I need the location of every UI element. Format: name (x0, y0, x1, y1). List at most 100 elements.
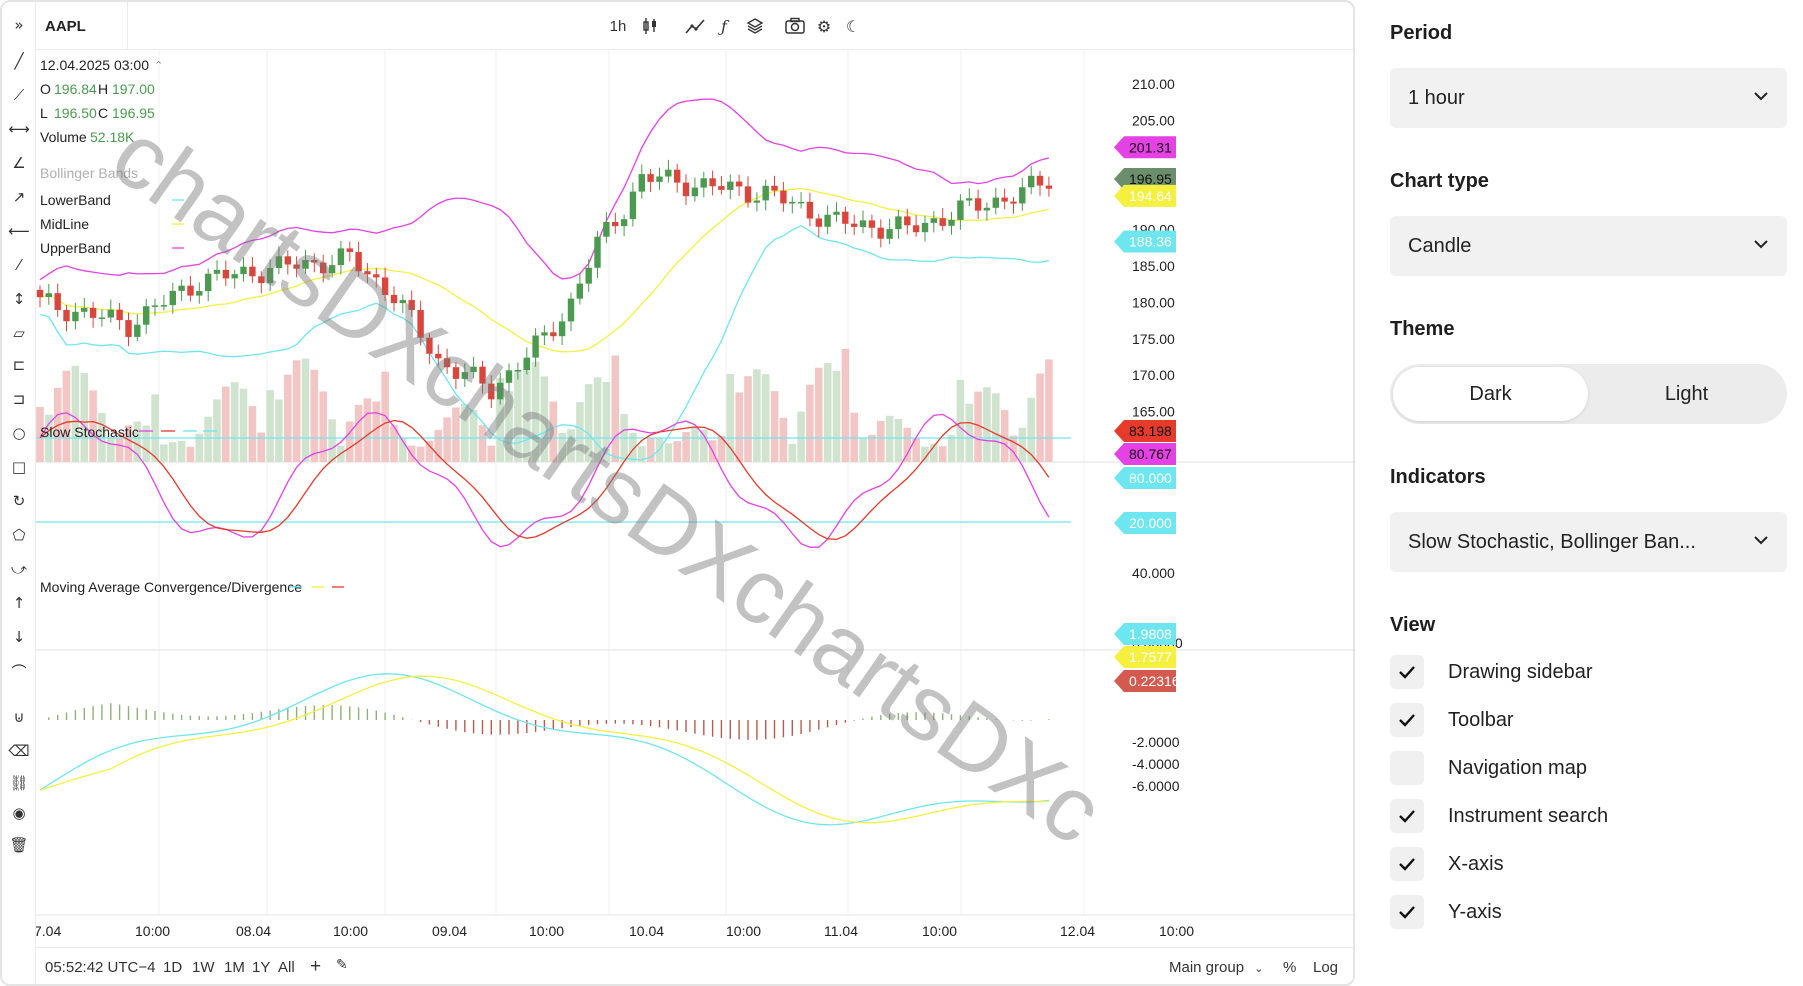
candle-body (930, 218, 937, 223)
channel-icon[interactable]: ▱ (13, 324, 25, 342)
ray-tool-icon[interactable]: ⟋ (13, 86, 25, 104)
clock-time: 05:52:42 UTC−4 (45, 959, 156, 976)
view-option-instrument-search[interactable]: Instrument search (1390, 796, 1608, 836)
horizontal-line-icon[interactable]: ⟷ (8, 120, 30, 138)
eye-icon[interactable]: ◉ (12, 804, 26, 822)
candle-body (603, 222, 610, 237)
instrument-search[interactable]: AAPL (36, 2, 128, 50)
group-label: Main group (1169, 959, 1245, 976)
candle-body (151, 305, 159, 307)
candle-body (178, 285, 185, 291)
legend-high-value: 197.00 (112, 81, 155, 97)
gear-icon[interactable]: ⚙ (816, 16, 832, 36)
chart-canvas[interactable]: 210.00205.00190.00185.00180.00175.00170.… (36, 50, 1355, 947)
volume-bar (107, 436, 115, 462)
checkbox-checked[interactable] (1390, 703, 1424, 737)
log-toggle[interactable]: Log (1313, 959, 1339, 976)
stochastic-d-line (39, 419, 1050, 541)
view-option-drawing-sidebar[interactable]: Drawing sidebar (1390, 652, 1593, 692)
rectangle-icon[interactable]: □ (11, 458, 27, 476)
range-all[interactable]: All (278, 959, 295, 976)
fib-icon[interactable]: ⊏ (12, 356, 26, 374)
group-select[interactable]: Main group ⌄ (1169, 959, 1263, 976)
period-select[interactable]: 1 hour (1390, 68, 1787, 128)
polygon-icon[interactable]: ⬠ (12, 526, 26, 544)
trash-icon[interactable]: 🗑 (9, 836, 29, 854)
indicator-icon[interactable]: ƒ (721, 16, 727, 36)
range-1w[interactable]: 1W (192, 959, 215, 976)
candle-body (284, 256, 291, 265)
drawing-icon[interactable] (681, 12, 709, 40)
range-1y[interactable]: 1Y (252, 959, 271, 976)
candle-body (771, 185, 778, 191)
indicators-select[interactable]: Slow Stochastic, Bollinger Ban... (1390, 512, 1787, 572)
volume-bar (965, 403, 974, 462)
macd-signal-line (39, 675, 1049, 824)
chart-container[interactable]: » ╱ ⟋ ⟷ ∠ ↗ ⟵ ⁄ ↕ ▱ ⊏ ⊐ ○ □ ↻ ⬠ ⤻ ↑ ↓ ⌒ ⊍ ⌫ ⛓ ◉ 🗑 AAPL 1h ƒ ⚙ ☾ (0, 0, 1355, 986)
x-axis-tick: 09.04 (432, 923, 467, 939)
legend-bollinger-line: MidLine (40, 216, 89, 232)
candle-body (45, 293, 52, 298)
camera-icon[interactable] (781, 12, 809, 40)
theme-light-option[interactable]: Light (1664, 382, 1709, 405)
brush-icon[interactable]: ⌫ (8, 742, 30, 760)
candle-body (727, 181, 734, 190)
view-option-y-axis[interactable]: Y-axis (1390, 892, 1502, 932)
candle-body (921, 222, 929, 233)
percent-toggle[interactable]: % (1283, 959, 1297, 976)
candle-body (859, 220, 867, 227)
range-1d[interactable]: 1D (163, 959, 183, 976)
curve-icon[interactable]: ⌒ (11, 662, 27, 681)
magnet-icon[interactable]: ⊍ (13, 708, 25, 726)
volume-bar (841, 348, 850, 462)
drawing-sidebar: » ╱ ⟋ ⟷ ∠ ↗ ⟵ ⁄ ↕ ▱ ⊏ ⊐ ○ □ ↻ ⬠ ⤻ ↑ ↓ ⌒ ⊍ ⌫ ⛓ ◉ 🗑 (2, 2, 36, 984)
pitchfork-icon[interactable]: ⊐ (12, 390, 26, 408)
pencil-icon[interactable]: ✎ (336, 957, 348, 973)
line-tool-icon[interactable]: ╱ (14, 52, 24, 70)
candle-body (435, 353, 442, 359)
trend-angle-icon[interactable]: ∠ (12, 154, 26, 172)
circle-icon[interactable]: ○ (12, 424, 26, 442)
checkbox-checked[interactable] (1390, 799, 1424, 833)
candle-body (63, 310, 70, 322)
arrow-down-icon[interactable]: ↓ (12, 628, 26, 646)
theme-dark-option[interactable]: Dark (1393, 367, 1588, 421)
view-option-x-axis[interactable]: X-axis (1390, 844, 1504, 884)
view-option-toolbar[interactable]: Toolbar (1390, 700, 1514, 740)
arrow-line-icon[interactable]: ↗ (12, 188, 26, 206)
add-range-icon[interactable]: + (310, 956, 322, 977)
view-option-navigation-map[interactable]: Navigation map (1390, 748, 1587, 788)
candle-type-icon[interactable] (636, 12, 664, 40)
volume-bar (328, 419, 336, 462)
candle-body (983, 207, 991, 211)
volume-bar (744, 376, 752, 462)
candle-body (895, 216, 902, 230)
legend-close-label: C (98, 105, 108, 121)
arrow-up-icon[interactable]: ↑ (12, 594, 26, 612)
range-1m[interactable]: 1M (224, 959, 245, 976)
vertical-line-icon[interactable]: ↕ (12, 290, 26, 308)
expand-icon[interactable]: » (14, 16, 24, 34)
checkbox-checked[interactable] (1390, 847, 1424, 881)
candle-body (81, 307, 88, 312)
moon-icon[interactable]: ☾ (845, 16, 861, 36)
chart-type-select[interactable]: Candle (1390, 216, 1787, 276)
candle-body (497, 382, 504, 400)
volume-bar (664, 443, 673, 462)
candle-body (125, 320, 132, 337)
extended-line-icon[interactable]: ⟵ (8, 222, 30, 240)
layers-icon[interactable] (741, 12, 769, 40)
candle-body (399, 300, 406, 304)
volume-bar (62, 370, 71, 462)
path-icon[interactable]: ⤻ (10, 560, 28, 578)
checkbox-unchecked[interactable] (1390, 751, 1424, 785)
view-title: View (1390, 614, 1436, 636)
arc-icon[interactable]: ↻ (12, 492, 26, 510)
link-icon[interactable]: ⛓ (9, 774, 29, 792)
timeframe-button[interactable]: 1h (604, 12, 632, 40)
candle-body (912, 225, 920, 233)
info-line-icon[interactable]: ⁄ (17, 256, 21, 274)
price-axis-tick: 175.00 (1132, 331, 1175, 347)
checkbox-checked[interactable] (1390, 895, 1424, 929)
checkbox-checked[interactable] (1390, 655, 1424, 689)
